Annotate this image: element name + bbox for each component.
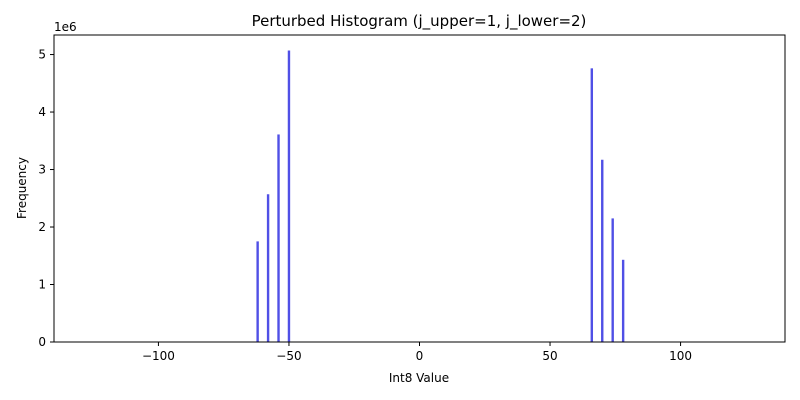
histogram-bar [590,68,594,342]
y-axis-label: Frequency [15,157,29,219]
x-tick-label: 50 [542,349,557,363]
x-tick-label: −100 [142,349,175,363]
histogram-bar [266,194,270,342]
plot-area-frame [53,34,786,343]
chart-title: Perturbed Histogram (j_upper=1, j_lower=… [252,12,587,31]
x-tick-label: 100 [669,349,692,363]
x-axis-ticks: −100 −50 0 50 100 [142,342,692,363]
y-tick-label: 2 [38,220,46,234]
x-axis-label: Int8 Value [389,371,449,385]
y-tick-label: 5 [38,48,46,62]
y-tick-label: 0 [38,335,46,349]
histogram-bar [277,134,280,342]
histogram-bar [256,241,259,342]
histogram-bar [611,218,614,342]
y-tick-label: 3 [38,163,46,177]
y-axis-ticks: 0 1 2 3 4 5 [38,48,54,349]
x-tick-label: −50 [276,349,301,363]
bars-group [256,50,625,343]
y-tick-label: 4 [38,105,46,119]
y-axis-offset-label: 1e6 [54,20,77,34]
y-tick-label: 1 [38,278,46,292]
x-tick-label: 0 [416,349,424,363]
histogram-bar [601,159,604,342]
histogram-bar [287,50,291,343]
histogram-bar [621,259,625,342]
